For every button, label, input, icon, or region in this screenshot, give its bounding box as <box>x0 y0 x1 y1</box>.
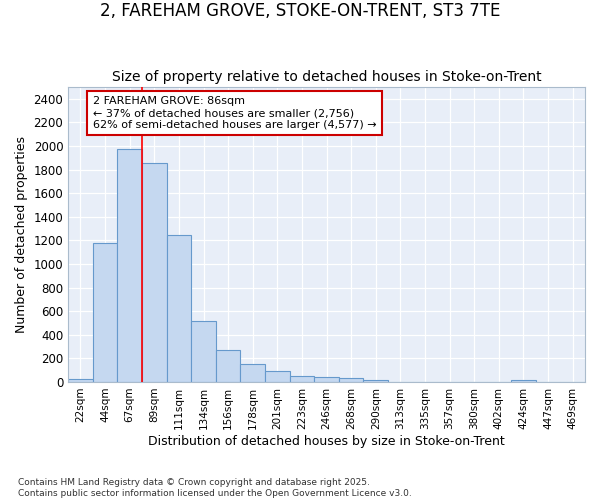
Text: Contains HM Land Registry data © Crown copyright and database right 2025.
Contai: Contains HM Land Registry data © Crown c… <box>18 478 412 498</box>
Bar <box>167 235 191 382</box>
Bar <box>191 320 216 382</box>
X-axis label: Distribution of detached houses by size in Stoke-on-Trent: Distribution of detached houses by size … <box>148 434 505 448</box>
Bar <box>241 364 265 382</box>
Bar <box>118 149 142 382</box>
Bar <box>68 378 93 382</box>
Bar <box>314 377 339 382</box>
Text: 2, FAREHAM GROVE, STOKE-ON-TRENT, ST3 7TE: 2, FAREHAM GROVE, STOKE-ON-TRENT, ST3 7T… <box>100 2 500 21</box>
Bar <box>265 371 290 382</box>
Text: 2 FAREHAM GROVE: 86sqm
← 37% of detached houses are smaller (2,756)
62% of semi-: 2 FAREHAM GROVE: 86sqm ← 37% of detached… <box>93 96 376 130</box>
Bar <box>339 378 364 382</box>
Bar <box>290 376 314 382</box>
Bar <box>511 380 536 382</box>
Bar <box>93 244 118 382</box>
Title: Size of property relative to detached houses in Stoke-on-Trent: Size of property relative to detached ho… <box>112 70 541 85</box>
Y-axis label: Number of detached properties: Number of detached properties <box>15 136 28 333</box>
Bar <box>216 350 241 382</box>
Bar <box>364 380 388 382</box>
Bar <box>142 163 167 382</box>
